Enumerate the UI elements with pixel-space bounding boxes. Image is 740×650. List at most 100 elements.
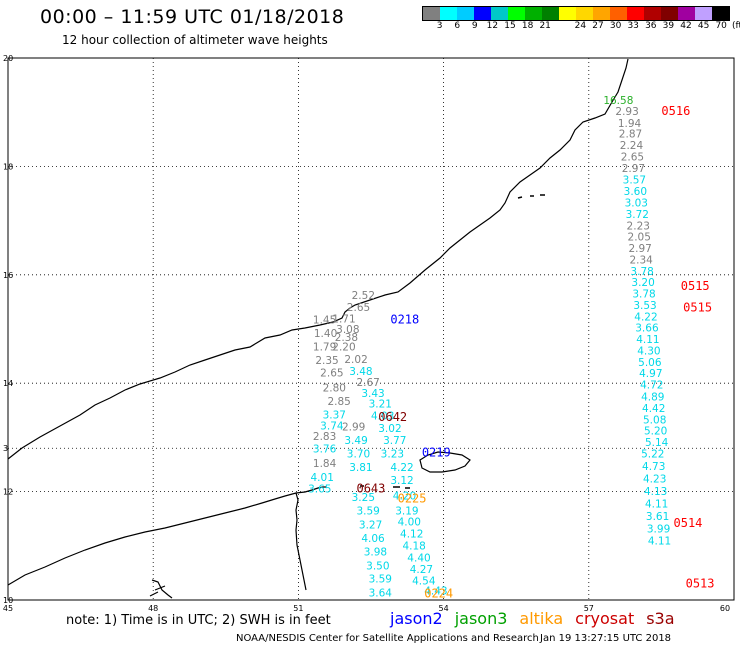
colorbar-swatch <box>525 7 542 20</box>
wave-height-value: 3.81 <box>349 462 372 474</box>
wave-height-value: 2.99 <box>342 421 365 433</box>
colorbar-swatch <box>559 7 576 20</box>
wave-height-value: 2.80 <box>323 382 346 394</box>
wave-height-value: 4.54 <box>412 575 436 587</box>
colorbar-label: 18 <box>521 21 534 31</box>
wave-height-value: 4.30 <box>637 345 660 357</box>
pass-time-label: 0515 <box>681 279 710 293</box>
wave-height-value: 4.27 <box>410 564 433 576</box>
colorbar-swatch <box>542 7 559 20</box>
coastline <box>7 58 629 599</box>
wave-height-value: 5.06 <box>638 357 662 369</box>
legend-item: jason3 <box>454 609 508 628</box>
colorbar-swatch <box>644 7 661 20</box>
pass-time-label: 0516 <box>661 104 690 118</box>
wave-height-value: 4.42 <box>642 403 665 415</box>
colorbar-swatch <box>457 7 474 20</box>
wave-height-value: 5.08 <box>643 414 666 426</box>
colorbar-label: 30 <box>609 21 622 31</box>
wave-height-value: 4.97 <box>639 368 662 380</box>
wave-height-value: 4.18 <box>402 541 425 553</box>
wave-height-value: 3.27 <box>359 519 382 531</box>
wave-height-value: 1.94 <box>618 118 642 130</box>
colorbar-label: 21 <box>539 21 551 31</box>
wave-height-value: 2.23 <box>627 220 650 232</box>
wave-height-value: 2.20 <box>332 342 355 354</box>
colorbar-swatch <box>491 7 508 20</box>
wave-height-value: 1.79 <box>313 342 336 354</box>
wave-height-value: 3.20 <box>631 277 654 289</box>
wave-height-value: 3.19 <box>395 505 418 517</box>
socotra-island <box>419 451 471 473</box>
wave-height-value: 3.50 <box>366 561 389 573</box>
colorbar-swatch <box>678 7 695 20</box>
colorbar-label: 42 <box>680 21 692 31</box>
pass-time-label: 0515 <box>683 301 712 315</box>
wave-height-value: 3.99 <box>647 523 670 535</box>
wave-height-value: 3.64 <box>369 588 393 600</box>
wave-height-value: 1.71 <box>332 313 355 325</box>
wave-height-value: 4.22 <box>634 311 657 323</box>
wave-height-value: 2.52 <box>352 290 375 302</box>
footer-note: note: 1) Time is in UTC; 2) SWH is in fe… <box>66 613 331 628</box>
wave-height-value: 3.57 <box>623 175 646 187</box>
colorbar-label: 12 <box>486 21 499 31</box>
wave-height-value: 2.87 <box>619 129 642 141</box>
wave-height-value: 2.83 <box>313 431 336 443</box>
wave-height-value: 3.48 <box>349 366 372 378</box>
colorbar-label: 15 <box>504 21 516 31</box>
wave-height-value: 5.20 <box>644 426 667 438</box>
wave-height-value: 3.37 <box>323 409 346 421</box>
wave-height-value: 3.03 <box>625 198 648 210</box>
credit-line: NOAA/NESDIS Center for Satellite Applica… <box>236 633 539 644</box>
wave-height-value: 3.53 <box>633 300 656 312</box>
legend-item: s3a <box>646 609 675 628</box>
wave-height-value: 3.72 <box>626 209 649 221</box>
colorbar-swatch <box>695 7 712 20</box>
coastline-africa <box>7 486 326 586</box>
wave-height-value: 4.11 <box>645 498 668 510</box>
somali-coast-fragment <box>149 579 173 599</box>
wave-height-value: 3.60 <box>624 186 647 198</box>
wave-height-value: 4.43 <box>424 586 447 598</box>
lat-tick-label: 12 <box>3 488 13 497</box>
pass-time-label: 0642 <box>378 410 407 424</box>
wave-height-value: 4.11 <box>636 334 659 346</box>
wave-height-value: 4.73 <box>642 461 665 473</box>
wave-height-value: 3.49 <box>344 435 367 447</box>
wave-height-value: 2.97 <box>622 163 645 175</box>
wave-height-value: 1.40 <box>314 328 337 340</box>
legend-item: jason2 <box>390 609 443 628</box>
pass-time-label: 0225 <box>398 491 427 505</box>
colorbar-swatch <box>661 7 678 20</box>
lat-tick-label: 18 <box>3 162 13 171</box>
wave-height-value: 4.11 <box>648 536 671 548</box>
east-track: 16.582.931.942.872.242.652.973.573.603.0… <box>603 95 671 548</box>
wave-height-value: 3.02 <box>378 423 401 435</box>
pass-time-label: 0218 <box>390 313 419 327</box>
colorbar-label: 27 <box>592 21 604 31</box>
colorbar-label: 45 <box>697 21 710 31</box>
wave-height-value: 3.78 <box>632 289 655 301</box>
small-islands <box>360 194 545 489</box>
colorbar-swatch <box>627 7 644 20</box>
page-title: 00:00 – 11:59 UTC 01/18/2018 <box>40 6 345 28</box>
wave-height-value: 4.12 <box>400 529 423 541</box>
colorbar-swatch <box>508 7 525 20</box>
colorbar-swatch <box>576 7 593 20</box>
pass-time-label: 0643 <box>356 482 385 496</box>
wave-height-value: 4.01 <box>311 472 334 484</box>
wave-height-value: 3.74 <box>320 420 344 432</box>
wave-height-value: 2.35 <box>315 355 338 367</box>
wave-height-value: 4.40 <box>407 553 430 565</box>
colorbar-label: 3 <box>436 21 443 31</box>
wave-height-value: 2.05 <box>628 232 651 244</box>
colorbar <box>422 6 730 21</box>
wave-height-value: 3.65 <box>308 484 331 496</box>
wave-height-value: 3.78 <box>630 266 653 278</box>
wave-height-value: 2.65 <box>347 302 370 314</box>
lon-tick-label: 57 <box>584 604 594 613</box>
legend-item: altika <box>519 609 564 628</box>
wave-height-value: 2.67 <box>356 377 379 389</box>
wave-height-value: 2.65 <box>621 151 644 163</box>
